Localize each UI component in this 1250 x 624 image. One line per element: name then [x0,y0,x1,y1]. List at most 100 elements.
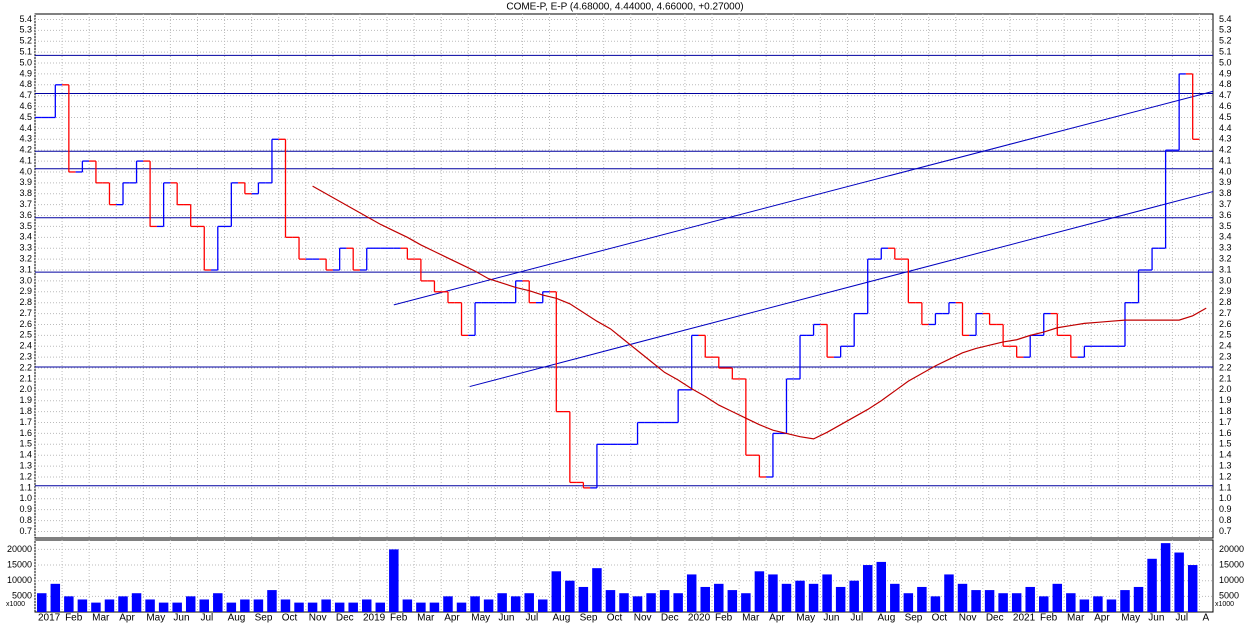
y-tick-label: 2.9 [19,286,32,296]
volume-bar [389,549,399,612]
y-tick-label: 3.0 [19,275,32,285]
price-bar [549,291,564,413]
x-tick-label: Jul [850,613,863,624]
price-bar [224,182,239,228]
volume-bar [849,580,859,612]
volume-bar [77,599,88,612]
x-tick-label: Feb [715,613,733,624]
price-bar [833,345,848,358]
y-tick-label: 1.7 [19,417,32,427]
volume-bar [741,593,751,612]
price-bar [1172,73,1186,151]
y2-tick-label: 1.5 [1219,439,1232,449]
volume-bar [984,590,995,612]
x-tick-label: Oct [607,613,623,624]
x-tick-label: Aug [228,613,246,624]
volume-tick-label-right: 10000 [1219,575,1244,585]
y2-tick-label: 4.9 [1219,68,1232,78]
y-tick-label: 1.0 [19,493,32,503]
y-tick-label: 2.4 [19,341,32,351]
x-tick-label: Jun [823,613,839,624]
volume-bar [578,586,589,612]
price-bar [779,378,794,435]
volume-bar [226,602,237,612]
volume-bar [565,580,575,612]
y2-tick-label: 2.7 [1219,308,1232,318]
y-tick-label: 3.8 [19,188,32,198]
y-tick-label: 1.2 [19,471,32,481]
y-tick-label: 3.5 [19,221,32,231]
price-bar [454,302,469,337]
x-tick-label: Jun [173,613,189,624]
y-tick-label: 4.8 [19,79,32,89]
price-bar [1050,312,1065,337]
volume-bar [754,571,765,612]
y2-tick-label: 5.3 [1219,25,1232,35]
y2-tick-label: 1.1 [1219,482,1232,492]
y-tick-label: 1.9 [19,395,32,405]
y-tick-label: 2.6 [19,319,32,329]
y-tick-label: 2.7 [19,308,32,318]
volume-bar [714,583,724,612]
volume-bar [876,561,887,612]
volume-bar [605,590,616,612]
y2-tick-label: 4.0 [1219,166,1232,176]
price-bar [251,182,266,195]
price-bar [1077,345,1092,358]
y2-tick-label: 1.9 [1219,395,1232,405]
trend-line [393,90,1214,306]
volume-bar [659,590,670,612]
y2-tick-label: 3.9 [1219,177,1232,187]
y-tick-label: 4.0 [19,166,32,176]
x-tick-label: A [1202,613,1209,624]
volume-bar [145,599,155,612]
volume-tick-label: 5000 [12,591,32,601]
x-tick-label: Mar [1067,613,1085,624]
volume-bar [524,593,534,612]
price-bar [1158,149,1173,249]
price-bar [535,291,550,304]
volume-tick-label-right: 20000 [1219,544,1244,554]
y-tick-label: 4.7 [19,90,32,100]
price-bar [319,258,333,271]
volume-bar [1174,552,1184,612]
volume-bar [727,590,738,612]
y-tick-label: 5.3 [19,25,32,35]
price-bar [346,247,360,271]
y-tick-label: 0.9 [19,504,32,514]
price-bar [441,291,455,304]
y-tick-label: 5.4 [19,14,32,24]
y-tick-label: 2.0 [19,384,32,394]
y-tick-label: 2.3 [19,352,32,362]
x-tick-label: Feb [65,613,83,624]
y-tick-label: 5.2 [19,36,32,46]
volume-bar [307,602,318,612]
volume-bar [917,586,927,612]
y2-tick-label: 1.3 [1219,460,1232,470]
price-bar [1118,302,1132,347]
volume-bar [1025,586,1035,612]
y2-tick-label: 4.8 [1219,79,1232,89]
x-tick-label: Nov [959,613,977,624]
volume-bar [1079,599,1090,612]
y2-tick-label: 2.6 [1219,319,1232,329]
volume-bar [91,602,101,612]
price-bar [901,258,916,304]
x-tick-label: Nov [309,613,327,624]
x-tick-label: 2017 [38,613,61,624]
y2-tick-label: 2.3 [1219,352,1232,362]
price-bar [563,410,577,484]
x-tick-label: Apr [119,613,135,624]
y-tick-label: 2.1 [19,373,32,383]
y2-tick-label: 3.6 [1219,210,1232,220]
price-panel [34,13,1214,539]
x-tick-label: Sep [255,613,273,624]
y-tick-label: 1.1 [19,482,32,492]
price-bar [860,258,875,315]
y-tick-label: 4.4 [19,123,32,133]
x-tick-label: Jun [1148,613,1164,624]
price-bar [143,160,157,228]
volume-unit-label-right: x1000 [1215,601,1234,608]
volume-bar [158,602,169,612]
volume-unit-label: x1000 [6,601,25,608]
